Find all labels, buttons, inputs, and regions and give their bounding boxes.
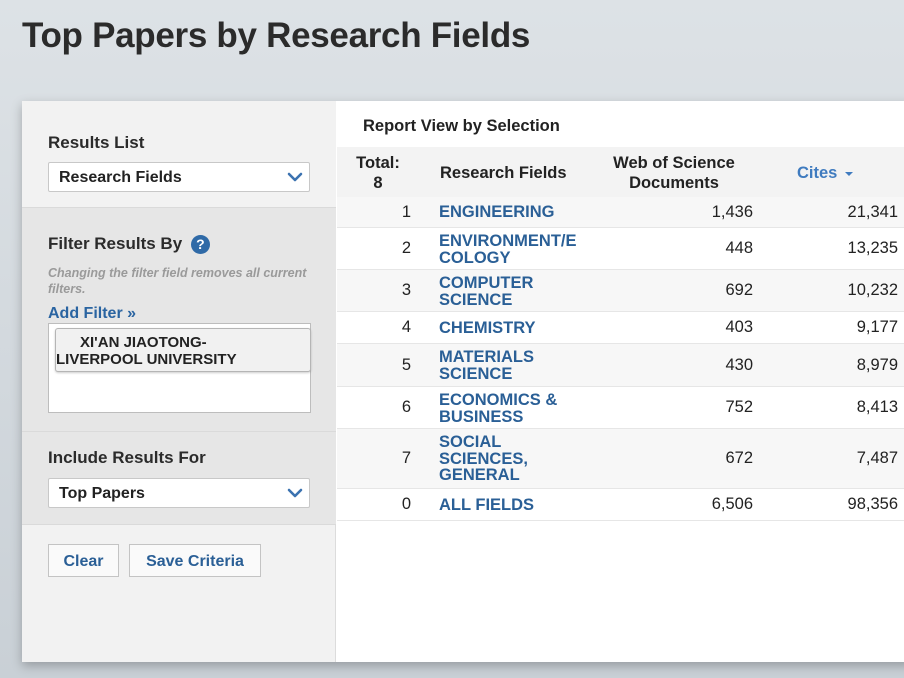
research-field-link[interactable]: ENGINEERING (439, 204, 599, 221)
row-documents: 6,506 (711, 495, 753, 513)
results-list-section: Results List Research Fields (22, 101, 336, 207)
total-header: Total: 8 (353, 153, 403, 193)
row-cites: 13,235 (847, 239, 898, 257)
documents-header-line: Documents (629, 174, 719, 192)
research-field-link[interactable]: ECONOMICS & BUSINESS (439, 392, 599, 425)
row-cites: 7,487 (856, 449, 898, 467)
row-cites: 9,177 (856, 318, 898, 336)
research-field-link[interactable]: ALL FIELDS (439, 497, 599, 514)
include-section: Include Results For Top Papers (22, 432, 336, 525)
row-documents: 403 (725, 318, 753, 336)
research-field-line: BUSINESS (439, 407, 524, 426)
research-field-line: ENGINEERING (439, 203, 555, 221)
filter-chip[interactable]: XI'AN JIAOTONG- LIVERPOOL UNIVERSITY (55, 328, 311, 372)
row-rank: 6 (401, 398, 411, 416)
row-documents: 752 (725, 398, 753, 416)
research-field-line: COMPUTER (439, 274, 534, 292)
cites-header-label: Cites (797, 164, 838, 182)
row-rank: 3 (401, 281, 411, 299)
row-rank: 1 (401, 203, 411, 221)
table-row: 1 ENGINEERING 1,436 21,341 (337, 197, 904, 228)
row-cites: 8,413 (856, 398, 898, 416)
research-field-line: ENVIRONMENT/E (439, 232, 577, 250)
save-criteria-button[interactable]: Save Criteria (129, 544, 261, 577)
row-rank: 2 (401, 239, 411, 257)
table-row: 4 CHEMISTRY 403 9,177 (337, 312, 904, 344)
research-field-line: SCIENCES, (439, 449, 528, 468)
row-cites: 10,232 (847, 281, 898, 299)
row-rank: 7 (401, 449, 411, 467)
table-row: 3 COMPUTER SCIENCE 692 10,232 (337, 270, 904, 312)
filter-chip-line: XI'AN JIAOTONG- (80, 334, 207, 351)
total-count: 8 (373, 174, 383, 192)
row-documents: 430 (725, 356, 753, 374)
research-field-link[interactable]: MATERIALS SCIENCE (439, 349, 599, 382)
help-icon[interactable]: ? (190, 235, 210, 255)
report-view: Report View by Selection Total: 8 Resear… (337, 101, 904, 662)
research-field-line: SCIENCE (439, 364, 513, 383)
results-list-select[interactable]: Research Fields (48, 162, 310, 192)
table-row: 6 ECONOMICS & BUSINESS 752 8,413 (337, 387, 904, 429)
row-rank: 0 (401, 495, 411, 513)
research-field-link[interactable]: CHEMISTRY (439, 320, 599, 337)
include-select[interactable]: Top Papers (48, 478, 310, 508)
filter-hint: Changing the filter field removes all cu… (48, 266, 307, 296)
clear-button[interactable]: Clear (48, 544, 119, 577)
results-list-value: Research Fields (59, 169, 182, 186)
row-cites: 21,341 (847, 203, 898, 221)
filter-label: Filter Results By ? (48, 234, 210, 255)
page-title: Top Papers by Research Fields (22, 16, 531, 55)
row-rank: 4 (401, 318, 411, 336)
report-title: Report View by Selection (363, 117, 560, 135)
research-field-line: SOCIAL (439, 433, 502, 451)
cites-sort-header[interactable]: Cites (797, 163, 854, 183)
research-field-line: MATERIALS (439, 348, 535, 366)
add-filter-link[interactable]: Add Filter » (48, 305, 137, 322)
filter-label-text: Filter Results By (48, 234, 183, 253)
include-value: Top Papers (59, 485, 145, 502)
research-fields-header: Research Fields (440, 164, 567, 182)
research-field-line: ECONOMICS & (439, 391, 558, 409)
table-row: 2 ENVIRONMENT/E COLOGY 448 13,235 (337, 228, 904, 270)
research-field-line: CHEMISTRY (439, 319, 536, 337)
include-label: Include Results For (48, 448, 206, 467)
research-field-link[interactable]: COMPUTER SCIENCE (439, 275, 599, 308)
table-row: 5 MATERIALS SCIENCE 430 8,979 (337, 344, 904, 387)
filter-list-box: XI'AN JIAOTONG- LIVERPOOL UNIVERSITY (48, 323, 311, 413)
research-field-link[interactable]: SOCIAL SCIENCES, GENERAL (439, 434, 599, 484)
documents-header: Web of Science Documents (609, 153, 739, 193)
research-field-line: SCIENCE (439, 290, 513, 309)
research-field-line: COLOGY (439, 248, 511, 267)
research-field-line: GENERAL (439, 466, 520, 484)
table-row: 0 ALL FIELDS 6,506 98,356 (337, 489, 904, 521)
results-list-label: Results List (48, 133, 145, 152)
sort-desc-icon (844, 171, 853, 176)
row-documents: 672 (725, 449, 753, 467)
research-field-link[interactable]: ENVIRONMENT/E COLOGY (439, 233, 599, 266)
chevron-down-icon (287, 172, 303, 182)
filter-chip-line: LIVERPOOL UNIVERSITY (56, 351, 237, 368)
row-documents: 448 (725, 239, 753, 257)
table-header: Total: 8 Research Fields Web of Science … (337, 147, 904, 197)
total-header-label: Total: (356, 154, 400, 172)
row-documents: 1,436 (711, 203, 753, 221)
chevron-down-icon (287, 488, 303, 498)
documents-header-line: Web of Science (613, 154, 735, 172)
row-documents: 692 (725, 281, 753, 299)
research-field-line: ALL FIELDS (439, 496, 535, 514)
sidebar: Results List Research Fields Filter Resu… (22, 101, 336, 662)
report-panel: Results List Research Fields Filter Resu… (22, 101, 904, 662)
table-row: 7 SOCIAL SCIENCES, GENERAL 672 7,487 (337, 429, 904, 489)
row-cites: 98,356 (847, 495, 898, 513)
row-rank: 5 (401, 356, 411, 374)
row-cites: 8,979 (856, 356, 898, 374)
